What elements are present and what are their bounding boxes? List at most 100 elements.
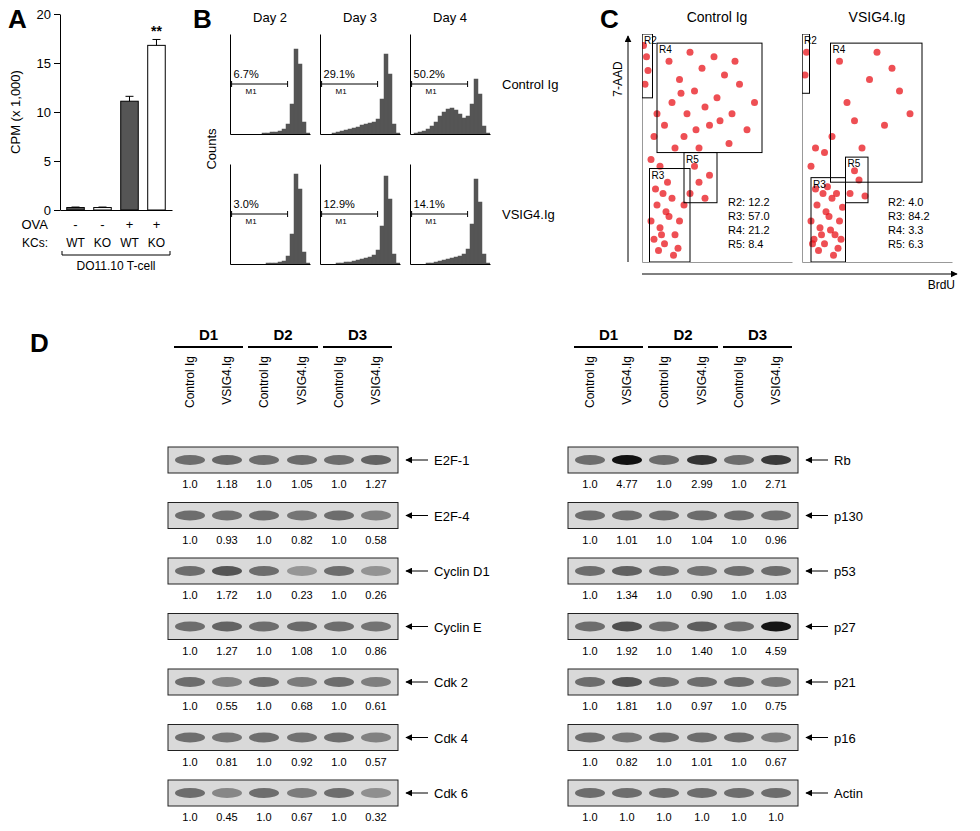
histogram-bar xyxy=(266,133,270,134)
histogram-bar xyxy=(426,263,430,264)
histogram-bar xyxy=(286,124,290,134)
protein-label: Cdk 6 xyxy=(434,786,468,801)
histogram-bar xyxy=(368,123,372,134)
gate-percent: 50.2% xyxy=(414,68,445,80)
band-value: 0.86 xyxy=(365,645,386,657)
band-value: 1.34 xyxy=(616,589,637,601)
histogram-bar xyxy=(242,134,246,135)
band xyxy=(724,788,754,798)
histogram-bar xyxy=(250,264,254,265)
point xyxy=(862,192,869,199)
histogram-bar xyxy=(274,132,278,134)
point xyxy=(645,67,652,74)
band xyxy=(287,511,317,521)
band-value: 1.0 xyxy=(256,700,271,712)
point xyxy=(721,72,728,79)
gate-name: R4 xyxy=(659,44,672,55)
band-value: 0.57 xyxy=(365,756,386,768)
histogram-bar xyxy=(372,122,376,134)
point xyxy=(648,217,655,224)
gate-marker xyxy=(322,81,378,87)
group-underline xyxy=(174,346,243,348)
band xyxy=(361,788,391,798)
band-value: 1.0 xyxy=(582,811,597,823)
histogram-bar xyxy=(396,263,400,264)
band xyxy=(761,566,791,576)
point xyxy=(812,145,819,152)
histogram-bar xyxy=(336,263,340,264)
histogram-bars xyxy=(332,54,400,134)
x-axis-line xyxy=(411,264,491,265)
histogram-bar xyxy=(458,114,462,134)
band-value: 1.0 xyxy=(656,756,671,768)
band-value: 1.0 xyxy=(256,756,271,768)
band xyxy=(287,733,317,743)
tick-mark xyxy=(54,14,60,15)
histogram-bar xyxy=(246,264,250,265)
group-underline xyxy=(723,346,792,348)
group-underline xyxy=(648,346,718,348)
gate-name: M1 xyxy=(426,87,438,96)
point xyxy=(808,163,815,170)
category-title: KCs: xyxy=(22,236,48,250)
lane-label: Control Ig xyxy=(332,356,346,408)
band-value: 0.68 xyxy=(291,700,312,712)
row-title: Control Ig xyxy=(502,77,558,92)
y-axis xyxy=(410,35,411,135)
histogram-bar xyxy=(254,134,258,135)
histogram-bar xyxy=(242,264,246,265)
band xyxy=(649,788,679,798)
x-axis-line xyxy=(61,210,173,211)
band-value: 1.0 xyxy=(731,534,746,546)
band xyxy=(612,455,642,465)
y-axis-title: CPM (x 1,000) xyxy=(8,70,23,154)
histogram-bar xyxy=(352,261,356,264)
gate-marker xyxy=(322,211,378,217)
point xyxy=(681,133,688,140)
column-title: VSIG4.Ig xyxy=(849,9,906,25)
band xyxy=(612,677,642,687)
band-value: 1.0 xyxy=(331,478,346,490)
point xyxy=(664,179,671,186)
band xyxy=(175,566,205,576)
histogram-bar xyxy=(340,263,344,264)
histogram-bar xyxy=(270,263,274,264)
band-value: 1.0 xyxy=(256,478,271,490)
histogram-bar xyxy=(474,79,478,134)
histogram-bar xyxy=(396,133,400,134)
band-value: 1.0 xyxy=(656,811,671,823)
category-label: WT xyxy=(66,236,85,250)
band-value: 0.75 xyxy=(765,700,786,712)
blot-strip xyxy=(568,614,798,640)
histogram-bar xyxy=(274,263,278,264)
lane-label: VSIG4.Ig xyxy=(220,356,234,405)
tick-label: 5 xyxy=(44,154,51,169)
gate-name: R4 xyxy=(833,44,846,55)
histogram-bar xyxy=(356,127,360,134)
point xyxy=(693,126,700,133)
gate-name: R5 xyxy=(848,158,861,169)
band-value: 1.0 xyxy=(182,645,197,657)
point xyxy=(699,65,706,72)
band-value: 1.0 xyxy=(731,645,746,657)
histogram-bar xyxy=(384,176,388,264)
histogram-bar xyxy=(430,263,434,264)
gate-percent: 12.9% xyxy=(324,198,355,210)
histogram-bar xyxy=(388,74,392,134)
band-value: 0.45 xyxy=(216,811,237,823)
row-arrow xyxy=(406,737,428,738)
blot: D1D2D3Control IgVSIG4.IgControl IgVSIG4.… xyxy=(168,326,490,823)
lane-label: VSIG4.Ig xyxy=(620,356,634,405)
histogram-bar xyxy=(442,260,446,264)
histogram-bar xyxy=(446,109,450,134)
point xyxy=(817,224,824,231)
blot-strip xyxy=(168,447,398,473)
histogram-bar xyxy=(438,261,442,264)
gate-percent: 14.1% xyxy=(414,198,445,210)
band-value: 1.27 xyxy=(216,645,237,657)
lane-label: VSIG4.Ig xyxy=(295,356,309,405)
bars xyxy=(67,39,166,210)
column-title: Day 4 xyxy=(433,10,467,25)
gate-box xyxy=(811,178,846,262)
protein-label: E2F-4 xyxy=(434,509,469,524)
